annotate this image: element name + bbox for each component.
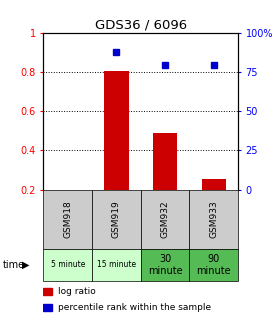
Title: GDS36 / 6096: GDS36 / 6096: [95, 19, 187, 31]
Bar: [43, 190, 92, 249]
Text: 5 minute: 5 minute: [50, 260, 85, 269]
Bar: [202, 179, 226, 190]
Text: 90
minute: 90 minute: [196, 254, 231, 276]
Bar: [189, 249, 238, 281]
Bar: [153, 133, 177, 190]
Text: ▶: ▶: [22, 260, 30, 270]
Text: GSM932: GSM932: [160, 200, 169, 238]
Text: log ratio: log ratio: [58, 287, 96, 296]
Bar: [141, 249, 189, 281]
Text: percentile rank within the sample: percentile rank within the sample: [58, 303, 211, 312]
Text: GSM933: GSM933: [209, 200, 218, 238]
Bar: [92, 190, 141, 249]
Bar: [141, 190, 189, 249]
Text: GSM918: GSM918: [63, 200, 72, 238]
Text: GSM919: GSM919: [112, 200, 121, 238]
Bar: [92, 249, 141, 281]
Text: 30
minute: 30 minute: [148, 254, 182, 276]
Text: time: time: [3, 260, 25, 270]
Bar: [43, 288, 52, 296]
Bar: [43, 304, 52, 311]
Bar: [104, 71, 129, 190]
Bar: [189, 190, 238, 249]
Bar: [43, 249, 92, 281]
Text: 15 minute: 15 minute: [97, 260, 136, 269]
